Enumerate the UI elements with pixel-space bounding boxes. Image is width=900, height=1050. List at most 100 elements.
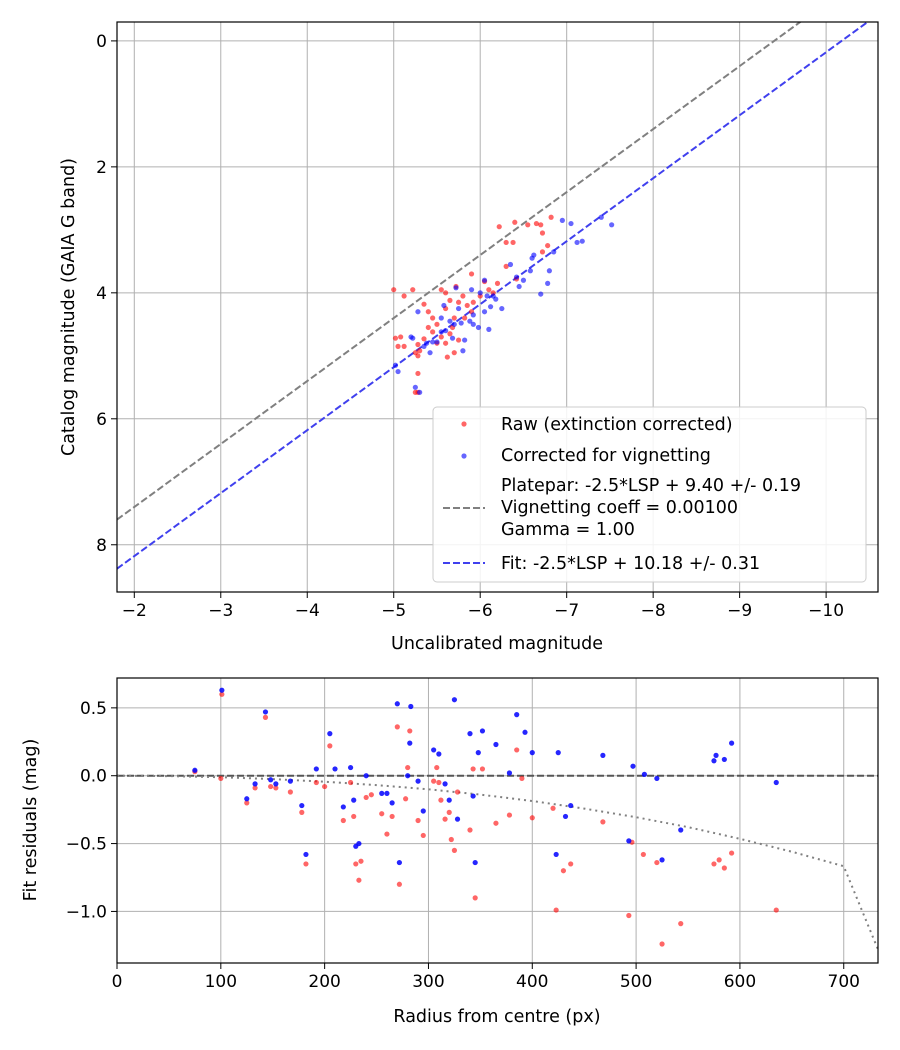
top-x-axis-label: Uncalibrated magnitude (391, 634, 603, 654)
raw-point (533, 220, 540, 227)
raw-point (538, 222, 544, 228)
corrected-point (462, 337, 468, 343)
corrected-point (443, 328, 449, 334)
raw-residual-point (322, 783, 328, 790)
corrected-point (529, 255, 535, 261)
corrected-point (546, 268, 552, 274)
bottom-reference-lines (117, 774, 878, 950)
corrected-residual-point (600, 752, 606, 758)
corrected-residual-point (356, 840, 362, 847)
corrected-residual-point (711, 758, 717, 764)
top-y-tick-label: 2 (96, 158, 107, 178)
legend-label-fit: Fit: -2.5*LSP + 10.18 +/- 0.31 (501, 554, 760, 574)
corrected-residual-point (415, 778, 421, 784)
corrected-residual-point (470, 793, 476, 799)
top-x-tick-label: −2 (122, 601, 147, 621)
corrected-point (499, 305, 505, 312)
corrected-point (417, 389, 423, 395)
corrected-residual-point (479, 728, 486, 734)
raw-point (451, 315, 457, 321)
top-x-tick-label: −7 (554, 601, 579, 621)
platepar-line (117, 22, 802, 521)
raw-residual-point (568, 861, 574, 867)
raw-residual-point (327, 743, 333, 749)
top-y-axis-label: Catalog magnitude (GAIA G band) (59, 158, 79, 456)
raw-residual-point (626, 912, 632, 919)
bottom-x-axis-label: Radius from centre (px) (393, 1007, 600, 1027)
corrected-residual-point (630, 763, 636, 769)
raw-point (415, 353, 421, 359)
corrected-residual-point (408, 703, 414, 710)
corrected-residual-point (332, 766, 338, 772)
raw-residual-point (436, 779, 442, 786)
corrected-residual-point (721, 756, 727, 763)
raw-residual-point (448, 836, 454, 843)
raw-point (430, 315, 436, 321)
raw-residual-point (313, 779, 319, 786)
corrected-point (468, 287, 475, 293)
corrected-residual-point (654, 775, 660, 782)
corrected-residual-point (420, 808, 426, 814)
raw-point (451, 350, 457, 356)
top-ticks: −2 −3 −4 −5 −6 −7 −8 −9 −10 0 2 4 6 8 (96, 32, 844, 621)
corrected-point (527, 268, 533, 274)
raw-residual-point (368, 792, 374, 798)
corrected-point (449, 335, 456, 341)
corrected-residual-point (475, 750, 481, 756)
corrected-residual-point (529, 750, 535, 756)
raw-residual-point (553, 907, 559, 913)
legend-box (432, 406, 867, 583)
raw-point (444, 354, 450, 360)
raw-residual-point (640, 851, 646, 858)
corrected-residual-point (396, 859, 402, 866)
top-scatter-points (391, 214, 615, 395)
raw-point (545, 242, 551, 249)
corrected-residual-point (446, 797, 452, 803)
corrected-point (484, 293, 490, 299)
corrected-point (538, 291, 544, 297)
legend-label-platepar: Platepar: -2.5*LSP + 9.40 +/- 0.19 Vignet… (501, 476, 801, 540)
corrected-residual-point (351, 797, 357, 803)
corrected-residual-point (467, 731, 473, 737)
corrected-point (486, 326, 492, 332)
corrected-residual-point (506, 770, 513, 776)
raw-residual-point (356, 877, 362, 883)
corrected-residual-point (522, 729, 528, 735)
corrected-residual-point (713, 752, 719, 758)
raw-residual-point (340, 817, 346, 824)
corrected-residual-point (626, 838, 632, 844)
bottom-x-tick-label: 500 (620, 972, 652, 992)
bottom-x-tick-label: 600 (724, 972, 756, 992)
bottom-x-tick-label: 200 (308, 972, 340, 992)
corrected-point (447, 318, 453, 324)
raw-residual-point (262, 714, 269, 720)
bottom-y-axis-label: Fit residuals (mag) (21, 739, 41, 902)
corrected-residual-point (299, 802, 305, 809)
raw-point (438, 334, 444, 340)
raw-residual-point (479, 766, 486, 772)
corrected-point (392, 362, 399, 368)
corrected-point (430, 339, 436, 345)
corrected-point (458, 320, 464, 326)
corrected-residual-point (514, 712, 520, 718)
corrected-residual-point (192, 767, 198, 773)
corrected-residual-point (405, 773, 411, 779)
corrected-residual-point (384, 790, 390, 796)
top-chart: −2 −3 −4 −5 −6 −7 −8 −9 −10 0 2 4 6 8 Uncalibrated ma… (59, 21, 879, 654)
legend-marker-raw (461, 421, 467, 427)
corrected-residual-point (394, 701, 400, 707)
legend-label-platepar-line: Vignetting coeff = 0.00100 (501, 498, 738, 518)
raw-residual-point (438, 797, 444, 803)
raw-residual-point (711, 861, 717, 867)
bottom-x-tick-label: 100 (205, 972, 237, 992)
raw-residual-point (470, 766, 476, 772)
corrected-point (441, 302, 447, 309)
raw-point (460, 293, 466, 299)
raw-residual-point (678, 921, 684, 927)
raw-point (468, 271, 475, 277)
corrected-residual-point (641, 771, 648, 777)
raw-point (398, 334, 404, 340)
corrected-point (545, 280, 551, 286)
corrected-point (513, 274, 520, 280)
